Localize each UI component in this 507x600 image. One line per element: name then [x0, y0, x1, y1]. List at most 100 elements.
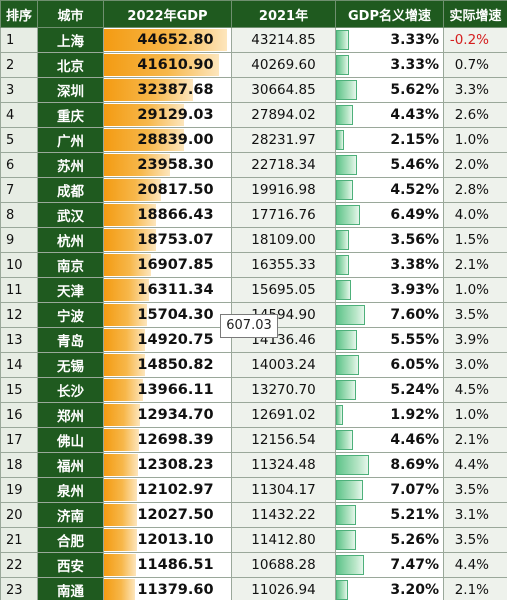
city-cell[interactable]: 北京 — [37, 52, 104, 78]
table-row[interactable]: 4 重庆 29129.03 27894.02 4.43% 2.6% — [0, 102, 507, 128]
rank-cell[interactable]: 10 — [0, 252, 38, 278]
nominal-growth-cell[interactable]: 5.62% — [335, 77, 444, 103]
rank-cell[interactable]: 11 — [0, 277, 38, 303]
table-row[interactable]: 11 天津 16311.34 15695.05 3.93% 1.0% — [0, 277, 507, 303]
nominal-growth-cell[interactable]: 7.47% — [335, 552, 444, 578]
rank-cell[interactable]: 17 — [0, 427, 38, 453]
city-cell[interactable]: 福州 — [37, 452, 104, 478]
city-cell[interactable]: 南通 — [37, 577, 104, 600]
real-growth-cell[interactable]: 1.5% — [443, 227, 507, 253]
table-row[interactable]: 8 武汉 18866.43 17716.76 6.49% 4.0% — [0, 202, 507, 228]
city-cell[interactable]: 长沙 — [37, 377, 104, 403]
nominal-growth-cell[interactable]: 3.93% — [335, 277, 444, 303]
real-growth-cell[interactable]: 4.0% — [443, 202, 507, 228]
real-growth-cell[interactable]: 2.1% — [443, 577, 507, 600]
gdp2022-cell[interactable]: 29129.03 — [103, 102, 232, 128]
city-cell[interactable]: 合肥 — [37, 527, 104, 553]
city-cell[interactable]: 无锡 — [37, 352, 104, 378]
gdp2021-cell[interactable]: 11432.22 — [231, 502, 336, 528]
real-growth-cell[interactable]: 3.9% — [443, 327, 507, 353]
real-growth-cell[interactable]: 3.5% — [443, 527, 507, 553]
rank-cell[interactable]: 23 — [0, 577, 38, 600]
rank-cell[interactable]: 6 — [0, 152, 38, 178]
table-row[interactable]: 2 北京 41610.90 40269.60 3.33% 0.7% — [0, 52, 507, 78]
nominal-growth-cell[interactable]: 8.69% — [335, 452, 444, 478]
gdp2022-cell[interactable]: 44652.80 — [103, 27, 232, 53]
rank-cell[interactable]: 15 — [0, 377, 38, 403]
gdp2022-cell[interactable]: 28839.00 — [103, 127, 232, 153]
table-row[interactable]: 19 泉州 12102.97 11304.17 7.07% 3.5% — [0, 477, 507, 503]
gdp2022-cell[interactable]: 41610.90 — [103, 52, 232, 78]
gdp2021-cell[interactable]: 22718.34 — [231, 152, 336, 178]
gdp2021-cell[interactable]: 11304.17 — [231, 477, 336, 503]
real-growth-cell[interactable]: 3.0% — [443, 352, 507, 378]
city-cell[interactable]: 青岛 — [37, 327, 104, 353]
gdp2022-cell[interactable]: 11486.51 — [103, 552, 232, 578]
nominal-growth-cell[interactable]: 5.46% — [335, 152, 444, 178]
rank-cell[interactable]: 4 — [0, 102, 38, 128]
header-real-growth[interactable]: 实际增速 — [443, 0, 507, 28]
real-growth-cell[interactable]: 1.0% — [443, 277, 507, 303]
gdp2022-cell[interactable]: 15704.30 — [103, 302, 232, 328]
rank-cell[interactable]: 21 — [0, 527, 38, 553]
gdp2022-cell[interactable]: 12102.97 — [103, 477, 232, 503]
city-cell[interactable]: 宁波 — [37, 302, 104, 328]
city-cell[interactable]: 天津 — [37, 277, 104, 303]
table-row[interactable]: 21 合肥 12013.10 11412.80 5.26% 3.5% — [0, 527, 507, 553]
table-row[interactable]: 13 青岛 14920.75 14136.46 5.55% 3.9% — [0, 327, 507, 353]
gdp2021-cell[interactable]: 28231.97 — [231, 127, 336, 153]
gdp2022-cell[interactable]: 12308.23 — [103, 452, 232, 478]
gdp2021-cell[interactable]: 11324.48 — [231, 452, 336, 478]
city-cell[interactable]: 西安 — [37, 552, 104, 578]
gdp2022-cell[interactable]: 16907.85 — [103, 252, 232, 278]
nominal-growth-cell[interactable]: 3.33% — [335, 52, 444, 78]
real-growth-cell[interactable]: 4.5% — [443, 377, 507, 403]
real-growth-cell[interactable]: 3.3% — [443, 77, 507, 103]
table-row[interactable]: 3 深圳 32387.68 30664.85 5.62% 3.3% — [0, 77, 507, 103]
rank-cell[interactable]: 20 — [0, 502, 38, 528]
rank-cell[interactable]: 22 — [0, 552, 38, 578]
rank-cell[interactable]: 13 — [0, 327, 38, 353]
city-cell[interactable]: 重庆 — [37, 102, 104, 128]
rank-cell[interactable]: 1 — [0, 27, 38, 53]
gdp2022-cell[interactable]: 18753.07 — [103, 227, 232, 253]
gdp2022-cell[interactable]: 23958.30 — [103, 152, 232, 178]
nominal-growth-cell[interactable]: 6.49% — [335, 202, 444, 228]
gdp2022-cell[interactable]: 14850.82 — [103, 352, 232, 378]
header-gdp2021[interactable]: 2021年 — [231, 0, 336, 28]
gdp2021-cell[interactable]: 18109.00 — [231, 227, 336, 253]
rank-cell[interactable]: 9 — [0, 227, 38, 253]
rank-cell[interactable]: 7 — [0, 177, 38, 203]
gdp2021-cell[interactable]: 14003.24 — [231, 352, 336, 378]
rank-cell[interactable]: 18 — [0, 452, 38, 478]
real-growth-cell[interactable]: 1.0% — [443, 402, 507, 428]
real-growth-cell[interactable]: 3.1% — [443, 502, 507, 528]
table-row[interactable]: 15 长沙 13966.11 13270.70 5.24% 4.5% — [0, 377, 507, 403]
gdp2021-cell[interactable]: 30664.85 — [231, 77, 336, 103]
gdp2021-cell[interactable]: 11412.80 — [231, 527, 336, 553]
city-cell[interactable]: 武汉 — [37, 202, 104, 228]
gdp2021-cell[interactable]: 12691.02 — [231, 402, 336, 428]
table-row[interactable]: 18 福州 12308.23 11324.48 8.69% 4.4% — [0, 452, 507, 478]
table-row[interactable]: 5 广州 28839.00 28231.97 2.15% 1.0% — [0, 127, 507, 153]
header-nominal-growth[interactable]: GDP名义增速 — [335, 0, 444, 28]
table-row[interactable]: 16 郑州 12934.70 12691.02 1.92% 1.0% — [0, 402, 507, 428]
gdp2022-cell[interactable]: 12934.70 — [103, 402, 232, 428]
nominal-growth-cell[interactable]: 4.52% — [335, 177, 444, 203]
rank-cell[interactable]: 8 — [0, 202, 38, 228]
gdp2022-cell[interactable]: 20817.50 — [103, 177, 232, 203]
city-cell[interactable]: 苏州 — [37, 152, 104, 178]
real-growth-cell[interactable]: 2.1% — [443, 427, 507, 453]
city-cell[interactable]: 上海 — [37, 27, 104, 53]
gdp2022-cell[interactable]: 32387.68 — [103, 77, 232, 103]
table-row[interactable]: 22 西安 11486.51 10688.28 7.47% 4.4% — [0, 552, 507, 578]
gdp2021-cell[interactable]: 43214.85 — [231, 27, 336, 53]
table-row[interactable]: 9 杭州 18753.07 18109.00 3.56% 1.5% — [0, 227, 507, 253]
city-cell[interactable]: 佛山 — [37, 427, 104, 453]
gdp2021-cell[interactable]: 27894.02 — [231, 102, 336, 128]
rank-cell[interactable]: 14 — [0, 352, 38, 378]
nominal-growth-cell[interactable]: 3.20% — [335, 577, 444, 600]
header-city[interactable]: 城市 — [37, 0, 104, 28]
gdp2022-cell[interactable]: 18866.43 — [103, 202, 232, 228]
nominal-growth-cell[interactable]: 5.55% — [335, 327, 444, 353]
